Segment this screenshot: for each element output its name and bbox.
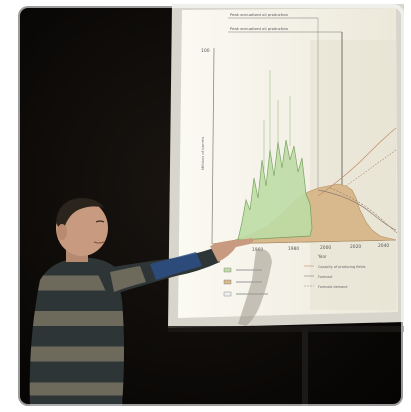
presenter-sleeve-stripe <box>150 252 202 280</box>
x-tick-1980: 1980 <box>288 246 299 252</box>
screen-stand <box>302 328 308 406</box>
presenter-hand <box>210 238 254 262</box>
presenter-ear <box>57 224 67 240</box>
legend: Capacity of producing fields Forecast Fo… <box>223 265 366 297</box>
legend-right-3: Forecast demand <box>318 285 347 289</box>
forecast-lines <box>317 127 397 234</box>
hand-shadow <box>238 249 272 326</box>
presenter <box>29 198 254 406</box>
legend-right-2: Forecast <box>318 275 333 279</box>
annotation-peak-1: Peak annualised oil production <box>230 12 289 17</box>
x-tick-2040: 2040 <box>378 243 389 249</box>
annotation-peak-2: Peak annualised oil production <box>230 26 289 31</box>
presenter-sleeve-stripe-2 <box>110 266 146 292</box>
x-tick-2000: 2000 <box>320 245 331 251</box>
presenter-sweater <box>29 257 124 406</box>
slide-chart: 100 Millions of barrels Peak annualised … <box>200 12 397 297</box>
x-tick-2020: 2020 <box>350 244 361 250</box>
legend-right-1: Capacity of producing fields <box>318 265 366 269</box>
y-axis-label: Millions of barrels <box>200 137 205 170</box>
green-area <box>237 139 313 241</box>
x-axis-label: Year <box>317 254 327 259</box>
y-tick-top: 100 <box>201 48 210 54</box>
photo-frame <box>16 4 405 408</box>
screen-base-bar <box>168 326 404 332</box>
presenter-eye <box>95 220 105 223</box>
presenter-mouth <box>93 241 105 244</box>
presenter-hair <box>56 198 104 236</box>
spike-lines <box>263 70 291 170</box>
